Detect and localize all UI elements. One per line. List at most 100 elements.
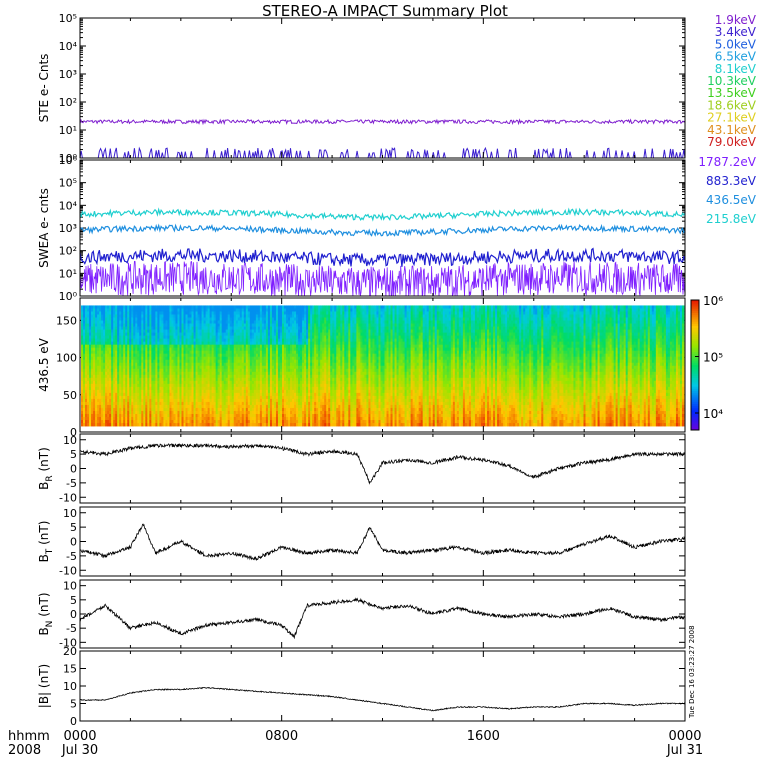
heatmap-cell [91, 359, 94, 364]
heatmap-cell [175, 368, 178, 373]
heatmap-cell [265, 350, 269, 355]
heatmap-cell [173, 386, 176, 391]
heatmap-cell [225, 401, 229, 406]
heatmap-cell [107, 383, 110, 388]
heatmap-cell [207, 308, 211, 312]
heatmap-cell [189, 371, 192, 376]
heatmap-cell [89, 365, 92, 370]
heatmap-cell [93, 407, 96, 412]
heatmap-cell [185, 420, 188, 424]
heatmap-cell [99, 368, 102, 373]
heatmap-cell [167, 392, 170, 397]
heatmap-cell [93, 380, 96, 385]
heatmap-cell [302, 344, 305, 349]
heatmap-cell [157, 413, 160, 418]
heatmap-cell [137, 332, 140, 336]
heatmap-cell [185, 392, 188, 397]
heatmap-cell [179, 374, 182, 379]
heatmap-cell [129, 404, 132, 409]
heatmap-cell [282, 326, 285, 330]
heatmap-cell [197, 332, 200, 336]
heatmap-cell [117, 320, 120, 324]
heatmap-cell [113, 377, 116, 382]
heatmap-cell [239, 420, 243, 424]
heatmap-cell [203, 377, 207, 382]
heatmap-cell [249, 417, 253, 421]
heatmap-cell [167, 386, 170, 391]
heatmap-cell [181, 420, 184, 424]
heatmap-cell [282, 410, 285, 415]
heatmap-cell [139, 359, 142, 364]
heatmap-cell [155, 413, 158, 418]
heatmap-cell [87, 341, 90, 346]
heatmap-cell [117, 347, 120, 352]
heatmap-cell [85, 413, 88, 418]
heatmap-cell [111, 380, 114, 385]
heatmap-cell [314, 404, 317, 409]
heatmap-cell [89, 314, 92, 318]
heatmap-cell [229, 332, 233, 336]
heatmap-cell [115, 420, 118, 424]
heatmap-cell [235, 359, 239, 364]
heatmap-cell [215, 350, 219, 355]
heatmap-cell [155, 308, 158, 312]
heatmap-cell [316, 356, 319, 361]
heatmap-cell [105, 329, 108, 333]
heatmap-cell [294, 407, 297, 412]
heatmap-cell [251, 404, 255, 409]
heatmap-cell [189, 347, 192, 352]
heatmap-cell [259, 371, 263, 376]
heatmap-cell [221, 401, 225, 406]
heatmap-cell [231, 359, 235, 364]
heatmap-cell [316, 326, 319, 330]
heatmap-cell [107, 350, 110, 355]
heatmap-cell [123, 350, 126, 355]
heatmap-cell [157, 329, 160, 333]
heatmap-cell [275, 311, 279, 315]
heatmap-cell [265, 311, 269, 315]
heatmap-cell [141, 417, 144, 421]
heatmap-cell [127, 413, 130, 418]
heatmap-cell [159, 353, 162, 358]
heatmap-cell [139, 395, 142, 400]
heatmap-cell [191, 344, 194, 349]
heatmap-cell [171, 413, 174, 418]
heatmap-cell [273, 338, 277, 343]
heatmap-cell [263, 353, 267, 358]
heatmap-cell [227, 383, 231, 388]
heatmap-cell [219, 356, 223, 361]
heatmap-cell [81, 392, 84, 397]
heatmap-cell [89, 374, 92, 379]
heatmap-cell [143, 371, 146, 376]
heatmap-cell [109, 417, 112, 421]
heatmap-cell [225, 326, 229, 330]
heatmap-cell [255, 308, 259, 312]
heatmap-cell [135, 413, 138, 418]
heatmap-cell [255, 344, 259, 349]
heatmap-cell [185, 380, 188, 385]
heatmap-cell [101, 350, 104, 355]
heatmap-cell [115, 395, 118, 400]
heatmap-cell [286, 380, 289, 385]
heatmap-cell [181, 320, 184, 324]
heatmap-cell [288, 356, 291, 361]
heatmap-cell [298, 404, 301, 409]
heatmap-cell [133, 329, 136, 333]
heatmap-cell [282, 386, 285, 391]
heatmap-cell [183, 365, 186, 370]
heatmap-cell [279, 423, 283, 427]
heatmap-cell [183, 401, 186, 406]
heatmap-cell [87, 329, 90, 333]
heatmap-cell [308, 404, 311, 409]
heatmap-cell [267, 386, 271, 391]
heatmap-cell [119, 305, 122, 309]
heatmap-cell [131, 371, 134, 376]
heatmap-cell [81, 341, 84, 346]
heatmap-cell [141, 365, 144, 370]
heatmap-cell [300, 365, 303, 370]
heatmap-cell [165, 410, 168, 415]
heatmap-cell [251, 380, 255, 385]
heatmap-cell [259, 314, 263, 318]
heatmap-cell [123, 413, 126, 418]
